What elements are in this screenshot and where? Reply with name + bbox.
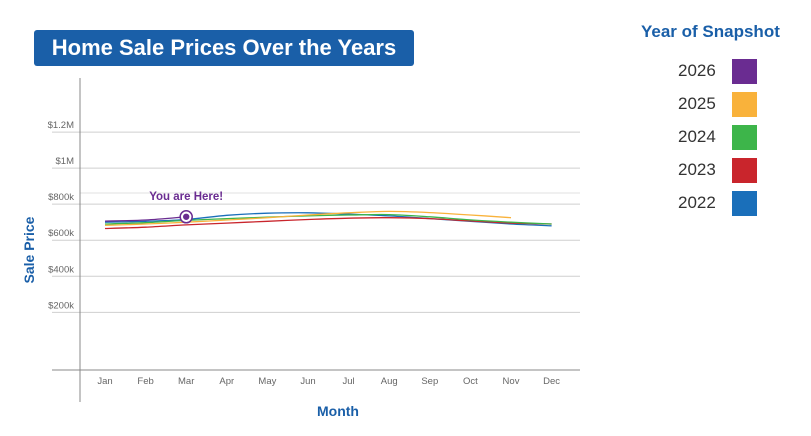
legend-label: 2023 [678,160,716,179]
you-are-here-label: You are Here! [149,191,223,203]
legend-swatch [732,91,757,117]
legend-label: 2022 [678,193,716,212]
x-tick-label: May [258,376,276,387]
legend-label: 2026 [678,61,716,80]
legend-swatch [732,58,757,84]
you-are-here-marker [183,213,190,220]
y-tick-label: $1M [56,156,75,167]
legend-item-2022: 2022 [678,190,757,216]
legend-item-2024: 2024 [678,124,757,150]
chart-title: Home Sale Prices Over the Years [34,30,414,66]
legend-label: 2025 [678,94,716,113]
legend-swatch [732,190,757,216]
series-line-2026 [104,216,187,222]
x-tick-label: Oct [463,376,478,387]
series-line-2023 [104,217,552,230]
x-tick-label: Apr [219,376,234,387]
x-tick-label: Feb [137,376,153,387]
x-tick-label: Dec [543,376,560,387]
legend-swatch [732,124,757,150]
legend-item-2025: 2025 [678,91,757,117]
x-tick-label: Nov [503,376,520,387]
x-tick-label: Aug [381,376,398,387]
y-tick-label: $800k [48,192,74,203]
x-tick-label: Jul [343,376,355,387]
legend-label: 2024 [678,127,716,146]
x-tick-label: Jun [300,376,315,387]
legend-title: Year of Snapshot [641,22,780,41]
legend-swatch [732,157,757,183]
legend-item-2023: 2023 [678,157,757,183]
y-tick-label: $400k [48,264,74,275]
legend-item-2026: 2026 [678,58,757,84]
x-tick-label: Jan [97,376,112,387]
x-tick-label: Sep [421,376,438,387]
y-tick-label: $600k [48,228,74,239]
y-tick-label: $200k [48,300,74,311]
x-axis-label: Month [317,403,359,419]
y-tick-label: $1.2M [48,120,74,131]
y-axis-label: Sale Price [21,216,37,283]
series-line-2025 [104,210,512,227]
x-tick-label: Mar [178,376,194,387]
